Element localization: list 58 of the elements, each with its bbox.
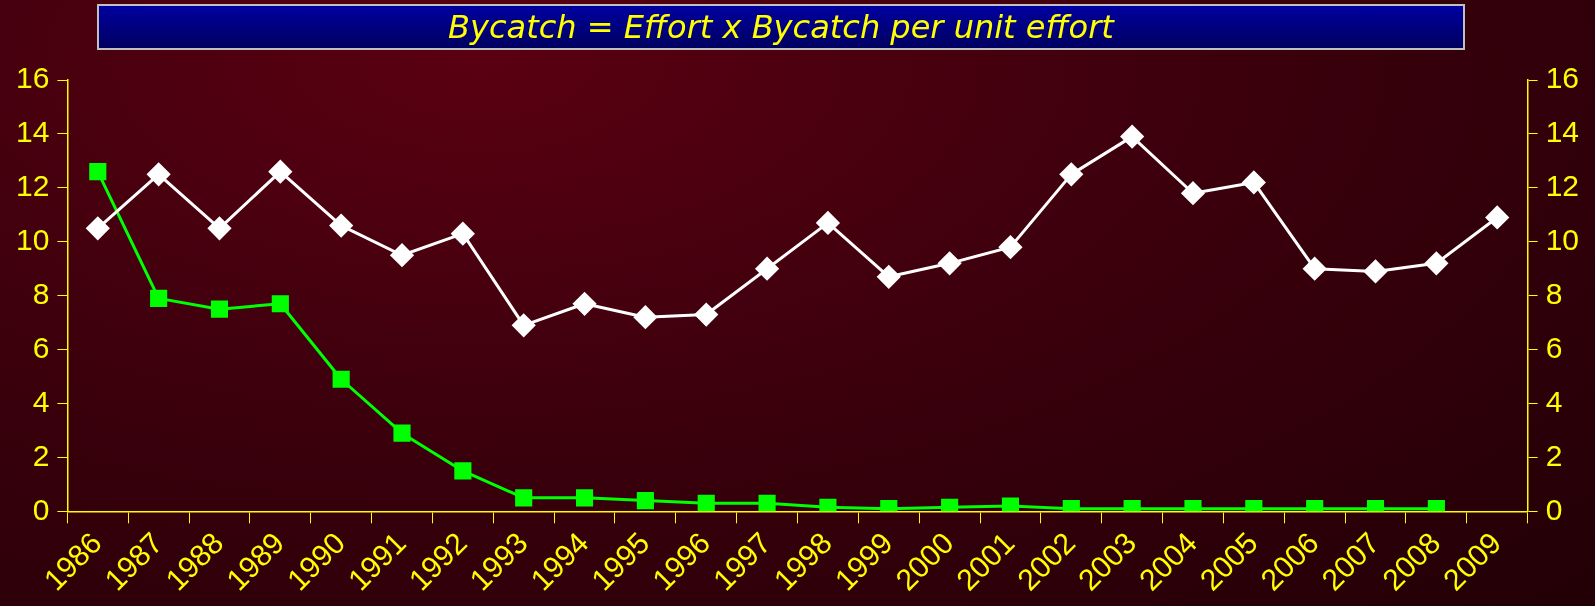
y2-tick-label: 2 [1545, 438, 1563, 472]
y-tick-label: 6 [32, 330, 50, 364]
y-tick-label: 4 [32, 384, 50, 418]
y2-tick-label: 0 [1545, 492, 1563, 526]
point [694, 303, 718, 327]
point [393, 424, 411, 442]
point [210, 300, 229, 318]
point [633, 305, 657, 329]
point [86, 216, 110, 240]
point [1120, 125, 1144, 149]
y-tick-label: 10 [15, 223, 50, 257]
point [1059, 162, 1083, 186]
point [329, 214, 353, 238]
point [89, 163, 107, 181]
point [573, 292, 597, 316]
point [1001, 497, 1020, 512]
point [816, 211, 840, 235]
chart-title: Bycatch = Effort x Bycatch per unit effort [97, 4, 1465, 50]
y2-tick-label: 14 [1545, 115, 1580, 149]
y2-tick-label: 6 [1545, 330, 1563, 364]
y-tick-label: 8 [32, 276, 50, 310]
point [697, 494, 715, 512]
point [207, 216, 231, 240]
point [1424, 251, 1448, 275]
y2-tick-label: 10 [1545, 223, 1580, 257]
point [1485, 205, 1509, 229]
y-tick-label: 14 [15, 115, 50, 149]
y-tick-label: 16 [15, 61, 50, 95]
y-tick-label: 2 [32, 438, 50, 472]
point [575, 489, 594, 507]
point [758, 494, 776, 512]
y-tick-label: 0 [32, 492, 50, 526]
y2-tick-label: 16 [1545, 61, 1580, 95]
point [819, 498, 837, 512]
point [1364, 259, 1388, 283]
point [515, 489, 533, 507]
point [755, 257, 779, 281]
point [1242, 170, 1266, 194]
point [1303, 257, 1327, 281]
point [941, 498, 959, 512]
point [938, 251, 962, 275]
point [332, 370, 350, 388]
point [454, 462, 472, 480]
y2-tick-label: 4 [1545, 384, 1563, 418]
point [271, 295, 289, 313]
y2-tick-label: 8 [1545, 276, 1563, 310]
point [451, 222, 475, 246]
point [150, 289, 168, 307]
point [636, 492, 654, 510]
y-tick-label: 12 [15, 169, 50, 203]
point [390, 243, 414, 267]
point [147, 162, 171, 186]
point [1181, 181, 1205, 205]
y2-tick-label: 12 [1545, 169, 1580, 203]
point [268, 160, 292, 184]
point [512, 313, 536, 337]
point [877, 265, 901, 289]
point [998, 235, 1022, 259]
